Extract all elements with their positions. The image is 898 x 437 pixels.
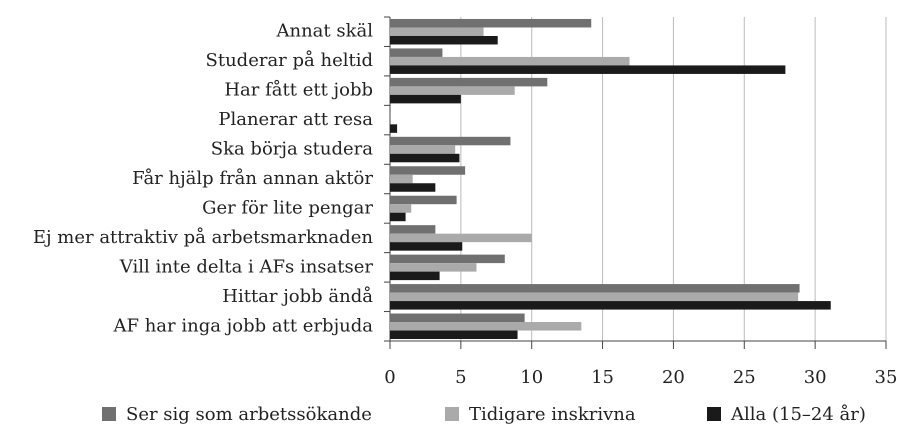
bar xyxy=(390,225,436,234)
bar xyxy=(390,254,505,264)
x-tick-label: 10 xyxy=(520,367,543,388)
bar xyxy=(390,284,800,293)
x-tick-label: 20 xyxy=(662,367,685,388)
bar xyxy=(390,330,518,340)
y-tick-label: Planerar att resa xyxy=(218,109,373,130)
bar xyxy=(390,136,511,146)
bar xyxy=(390,242,463,251)
bar xyxy=(390,94,461,104)
legend-label: Alla (15–24 år) xyxy=(730,403,866,425)
bar xyxy=(390,35,498,45)
bar xyxy=(390,322,582,331)
bar xyxy=(390,195,457,205)
legend-label: Tidigare inskrivna xyxy=(469,404,636,425)
bar xyxy=(390,292,799,302)
bar xyxy=(390,271,440,281)
bar xyxy=(390,212,406,222)
bar xyxy=(390,166,466,175)
bar xyxy=(390,48,443,57)
bar xyxy=(390,204,412,213)
y-tick-label: Har fått ett jobb xyxy=(224,79,373,101)
y-tick-label: Vill inte delta i AFs insatser xyxy=(119,256,374,277)
legend-swatch xyxy=(707,407,721,421)
x-tick-label: 35 xyxy=(875,367,898,388)
bar xyxy=(390,18,592,28)
y-tick-label: Ska börja studera xyxy=(211,139,374,160)
x-tick-label: 0 xyxy=(384,367,395,388)
y-tick-label: Får hjälp från annan aktör xyxy=(132,167,373,189)
bar xyxy=(390,65,786,74)
legend-swatch xyxy=(102,407,116,421)
bar xyxy=(390,86,515,95)
x-tick-label: 30 xyxy=(804,367,827,388)
bar xyxy=(390,313,525,323)
x-tick-label: 5 xyxy=(455,367,466,388)
y-tick-label: Ej mer attraktiv på arbetsmarknaden xyxy=(33,226,374,248)
y-tick-label: Hittar jobb ändå xyxy=(222,285,373,307)
bar xyxy=(390,263,477,272)
y-tick-label: AF har inga jobb att erbjuda xyxy=(113,315,374,336)
x-tick-label: 15 xyxy=(591,367,614,388)
x-tick-label: 25 xyxy=(733,367,756,388)
bar xyxy=(390,56,630,66)
bar xyxy=(390,301,831,310)
y-tick-label: Ger för lite pengar xyxy=(202,197,373,218)
legend-swatch xyxy=(445,407,459,421)
bar xyxy=(390,77,548,87)
bar xyxy=(390,124,398,133)
legend-label: Ser sig som arbetssökande xyxy=(126,404,372,425)
y-tick-label: Annat skäl xyxy=(275,21,373,42)
bar xyxy=(390,145,456,154)
bar xyxy=(390,183,436,192)
bar xyxy=(390,153,460,163)
bar xyxy=(390,174,413,184)
bar xyxy=(390,27,484,36)
y-tick-label: Studerar på heltid xyxy=(206,49,373,71)
bar xyxy=(390,233,532,243)
